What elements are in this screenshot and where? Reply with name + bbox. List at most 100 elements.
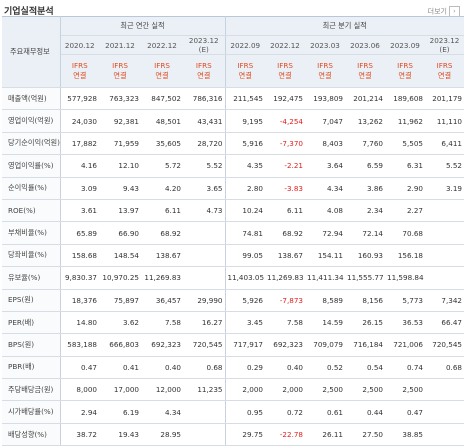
quarter-value-cell: 4.08 (305, 199, 345, 223)
annual-value-cell: 17,882 (60, 132, 99, 156)
annual-value-cell: 28,720 (183, 132, 226, 156)
quarter-value-cell: 74.81 (225, 221, 265, 245)
annual-value-cell: 28.95 (141, 423, 183, 446)
quarter-value-cell: 5,926 (225, 289, 265, 312)
quarter-value-cell: 0.52 (305, 356, 345, 380)
annual-value-cell: 0.47 (60, 356, 99, 380)
annual-value-cell: 847,502 (141, 87, 183, 111)
quarter-value-cell: 29.75 (225, 423, 265, 446)
quarter-value-cell: -3.83 (265, 177, 305, 200)
quarter-value-cell: 8,589 (305, 289, 345, 312)
quarter-value-cell: 2,500 (305, 378, 345, 402)
annual-value-cell: 11,269.83 (141, 266, 183, 290)
table-row: 유보율(%) 9,830.37 10,970.25 11,269.83 11,403.0… (2, 266, 464, 290)
quarter-value-cell: 11,555.77 (345, 266, 385, 290)
quarter-value-cell: 36.53 (385, 311, 425, 335)
ifrs-basis-label: IFRS 연결 (345, 54, 385, 88)
table-row: 주당배당금(원) 8,000 17,000 12,000 11,235 2,000 2,00… (2, 378, 464, 402)
quarter-period-header: 2023.12 (E) (425, 35, 464, 55)
annual-value-cell: 2.94 (60, 400, 99, 424)
annual-value-cell: 4.34 (141, 400, 183, 424)
annual-value-cell: 71,959 (99, 132, 141, 156)
quarter-value-cell: -7,370 (265, 132, 305, 156)
annual-period-header: 2021.12 (99, 35, 141, 55)
annual-value-cell: 9.43 (99, 177, 141, 200)
row-label: 배당성향(%) (2, 423, 61, 446)
table-row: 시가배당률(%) 2.94 6.19 4.34 0.95 0.72 0.61 0.44 0.47 (2, 400, 464, 424)
quarter-value-cell: 7,760 (345, 132, 385, 156)
annual-value-cell (183, 244, 226, 268)
quarter-value-cell: 68.92 (265, 221, 305, 245)
quarter-value-cell: 4.35 (225, 154, 265, 178)
ifrs-basis-label: IFRS 연결 (265, 54, 305, 88)
quarter-value-cell: 13,262 (345, 109, 385, 133)
quarter-value-cell: 0.61 (305, 400, 345, 424)
row-label: 유보율(%) (2, 266, 61, 290)
ifrs-basis-label: IFRS 연결 (141, 54, 183, 88)
quarter-value-cell: 11,411.34 (305, 266, 345, 290)
quarter-value-cell: 0.47 (385, 400, 425, 424)
annual-value-cell: 24,030 (60, 109, 99, 133)
annual-value-cell: 16.27 (183, 311, 226, 335)
ifrs-basis-label: IFRS 연결 (305, 54, 345, 88)
quarter-value-cell: 2.90 (385, 177, 425, 200)
quarter-value-cell: 2,500 (385, 378, 425, 402)
annual-value-cell: 583,188 (60, 333, 99, 357)
quarter-value-cell: 154.11 (305, 244, 345, 268)
table-row: ROE(%) 3.61 13.97 6.11 4.73 10.24 6.11 4.08 2.34… (2, 199, 464, 223)
ifrs-basis-label: IFRS 연결 (99, 54, 141, 88)
table-row: 부채비율(%) 65.89 66.90 68.92 74.81 68.92 72.94 72.… (2, 221, 464, 245)
quarter-value-cell: 10.24 (225, 199, 265, 223)
quarter-value-cell: 193,809 (305, 87, 345, 111)
quarter-value-cell: 11,110 (425, 109, 464, 133)
quarter-value-cell: 6.11 (265, 199, 305, 223)
quarter-value-cell: 5.52 (425, 154, 464, 178)
quarter-group-header: 최근 분기 실적 (225, 16, 464, 36)
row-label: 당좌비율(%) (2, 244, 61, 268)
quarter-value-cell: 0.54 (345, 356, 385, 380)
quarter-period-header: 2023.06 (345, 35, 385, 55)
annual-value-cell: 3.09 (60, 177, 99, 200)
annual-value-cell: 148.54 (99, 244, 141, 268)
quarter-period-header: 2023.03 (305, 35, 345, 55)
row-label-header: 주요재무정보 (2, 16, 61, 88)
quarter-value-cell (425, 244, 464, 268)
annual-value-cell: 4.16 (60, 154, 99, 178)
ifrs-basis-label: IFRS 연결 (60, 54, 99, 88)
annual-value-cell: 10,970.25 (99, 266, 141, 290)
quarter-value-cell: 0.72 (265, 400, 305, 424)
quarter-value-cell: 0.95 (225, 400, 265, 424)
annual-period-header: 2022.12 (141, 35, 183, 55)
quarter-value-cell: 8,403 (305, 132, 345, 156)
quarter-value-cell: 5,505 (385, 132, 425, 156)
annual-value-cell: 763,323 (99, 87, 141, 111)
annual-value-cell: 720,545 (183, 333, 226, 357)
row-label: 주당배당금(원) (2, 378, 61, 402)
annual-value-cell: 68.92 (141, 221, 183, 245)
annual-value-cell: 92,381 (99, 109, 141, 133)
annual-value-cell: 6.19 (99, 400, 141, 424)
annual-value-cell: 692,323 (141, 333, 183, 357)
annual-value-cell: 4.73 (183, 199, 226, 223)
quarter-value-cell: 3.45 (225, 311, 265, 335)
quarter-value-cell (425, 400, 464, 424)
annual-value-cell: 11,235 (183, 378, 226, 402)
annual-period-header: 2020.12 (60, 35, 99, 55)
quarter-value-cell: 192,475 (265, 87, 305, 111)
quarter-value-cell: 3.19 (425, 177, 464, 200)
annual-value-cell: 5.72 (141, 154, 183, 178)
quarter-value-cell: 11,403.05 (225, 266, 265, 290)
quarter-value-cell: 0.40 (265, 356, 305, 380)
quarter-value-cell: 2.80 (225, 177, 265, 200)
table-row: 배당성향(%) 38.72 19.43 28.95 29.75 -22.78 26.11 27… (2, 423, 464, 446)
quarter-value-cell: 716,184 (345, 333, 385, 357)
quarter-value-cell (425, 266, 464, 290)
quarter-value-cell: -4,254 (265, 109, 305, 133)
quarter-value-cell: 70.68 (385, 221, 425, 245)
quarter-value-cell: 6.31 (385, 154, 425, 178)
quarter-value-cell: 11,598.84 (385, 266, 425, 290)
quarter-value-cell: 0.68 (425, 356, 464, 380)
table-row: BPS(원) 583,188 666,803 692,323 720,545 717,91… (2, 333, 464, 357)
quarter-value-cell: 0.74 (385, 356, 425, 380)
quarter-value-cell: 26.11 (305, 423, 345, 446)
